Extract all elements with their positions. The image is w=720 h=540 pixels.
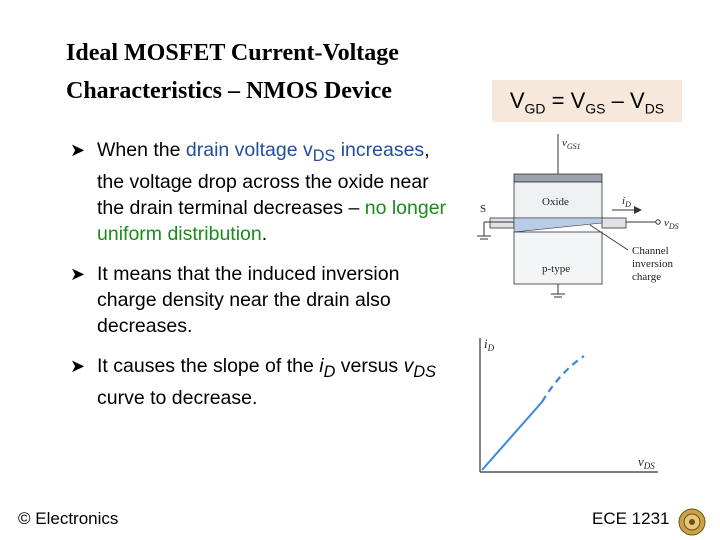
vds-label: vDS [664,217,679,231]
formula-v1: V [509,88,525,113]
drain-current-arrowhead-icon [634,206,642,214]
formula-minus: – [605,88,630,113]
university-seal-icon [678,508,706,536]
footer-copyright: © Electronics [18,509,119,528]
bullet-1-drain-voltage: drain voltage [185,139,303,161]
bullet-item-3: ➤ It causes the slope of the iD versus v… [70,353,450,411]
bullet-3-id-var: i [319,354,324,377]
bullet-arrow-icon: ➤ [70,355,86,376]
gate-electrode [513,173,603,183]
bullet-1-text: When the [97,139,186,161]
slide-title-line-2: Characteristics – NMOS Device [66,78,392,104]
formula-v3: V [630,88,645,113]
vgs-label: vGS1 [562,137,581,151]
bullet-arrow-icon: ➤ [70,263,86,284]
formula-v1-sub: GD [524,100,546,117]
source-label: S [480,203,486,215]
formula-v3-sub: DS [644,100,665,117]
bullet-3-id-sub: D [323,362,336,381]
graph-curving-segment [541,355,585,403]
slide-title: Ideal MOSFET Current-Voltage Characteris… [66,34,476,110]
channel-pointer [589,224,629,251]
bullet-1-vds-var: v [302,139,313,161]
bullet-item-1: ➤ When the drain voltage vDS increases, … [70,137,450,247]
slide-title-line-1: Ideal MOSFET Current-Voltage [66,40,399,66]
bullet-3-text-3: curve to decrease. [97,386,258,409]
graph-y-label: iD [484,336,495,353]
footer-course-code: ECE 1231 [592,509,670,528]
formula-v2: V [570,88,586,113]
graph-linear-segment [481,401,543,471]
bullet-1-vds-sub: DS [312,146,336,165]
ptype-label: p-type [542,263,570,275]
vgd-formula-box: VGD = VGS – VDS [492,80,682,122]
mosfet-diagram: vGS1 Oxide p-type S iD vDS Channel inver… [477,134,679,473]
bullet-2-text: It means that the induced inversion char… [97,262,400,337]
bullet-1-increases: increases [340,139,425,161]
bullet-1-text-3: . [261,222,268,245]
bullet-3-vds-var: v [403,354,414,377]
drain-terminal-icon [655,219,661,225]
bullet-3-text-2: versus [335,354,404,377]
bullet-item-2: ➤ It means that the induced inversion ch… [70,261,450,339]
p-type-substrate [513,231,603,285]
bullet-arrow-icon: ➤ [70,140,86,160]
drain-region [601,217,627,229]
bullet-1-vds: vDS [302,139,335,165]
bullet-3-vds-sub: DS [413,362,436,381]
source-region [489,217,515,229]
bullet-1-text-2: , the voltage drop across the oxide near… [97,139,430,219]
inversion-channel [513,217,603,233]
formula-equals: = [545,88,571,113]
oxide-label: Oxide [542,196,569,208]
id-label: iD [622,195,631,209]
bullet-list: ➤ When the drain voltage vDS increases, … [70,137,450,425]
bullet-1-no-longer-uniform: no longer uniform distribution [97,196,447,245]
graph-x-label: vDS [638,454,655,471]
formula-v2-sub: GS [585,100,606,117]
channel-label: Channel inversion charge [632,245,676,283]
bullet-3-text: It causes the slope of the [97,354,320,377]
